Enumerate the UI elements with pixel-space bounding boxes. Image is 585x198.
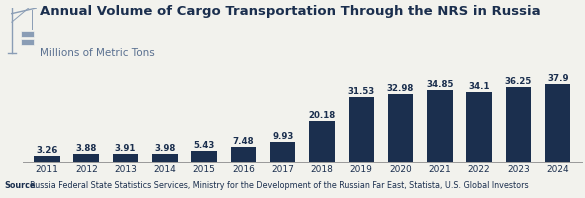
Text: 34.85: 34.85 — [426, 80, 453, 89]
Bar — [270, 142, 295, 162]
Text: 31.53: 31.53 — [347, 87, 375, 96]
Text: 34.1: 34.1 — [469, 82, 490, 91]
Text: Annual Volume of Cargo Transportation Through the NRS in Russia: Annual Volume of Cargo Transportation Th… — [40, 5, 541, 18]
Text: 32.98: 32.98 — [387, 84, 414, 93]
Bar — [309, 121, 335, 162]
Text: 36.25: 36.25 — [505, 77, 532, 86]
Bar — [505, 87, 531, 162]
Text: : Russia Federal State Statistics Services, Ministry for the Development of the : : Russia Federal State Statistics Servic… — [25, 181, 528, 190]
Text: 3.26: 3.26 — [36, 146, 58, 155]
Bar — [427, 90, 453, 162]
Text: Source: Source — [5, 181, 36, 190]
Text: 20.18: 20.18 — [308, 110, 336, 120]
Bar — [34, 156, 60, 162]
Bar — [466, 92, 492, 162]
Text: 3.91: 3.91 — [115, 144, 136, 153]
Bar — [113, 154, 138, 162]
Bar — [545, 84, 570, 162]
Bar — [230, 147, 256, 162]
Bar — [152, 154, 178, 162]
Text: 5.43: 5.43 — [194, 141, 215, 150]
Bar — [349, 97, 374, 162]
Text: 37.9: 37.9 — [547, 74, 569, 83]
Text: 9.93: 9.93 — [272, 132, 294, 141]
Bar — [74, 154, 99, 162]
Bar — [191, 151, 217, 162]
Text: Millions of Metric Tons: Millions of Metric Tons — [40, 48, 154, 58]
Bar — [388, 94, 414, 162]
Text: 3.98: 3.98 — [154, 144, 175, 153]
Text: 3.88: 3.88 — [75, 144, 97, 153]
Text: 7.48: 7.48 — [233, 137, 254, 146]
FancyBboxPatch shape — [22, 31, 34, 37]
FancyBboxPatch shape — [22, 39, 34, 45]
